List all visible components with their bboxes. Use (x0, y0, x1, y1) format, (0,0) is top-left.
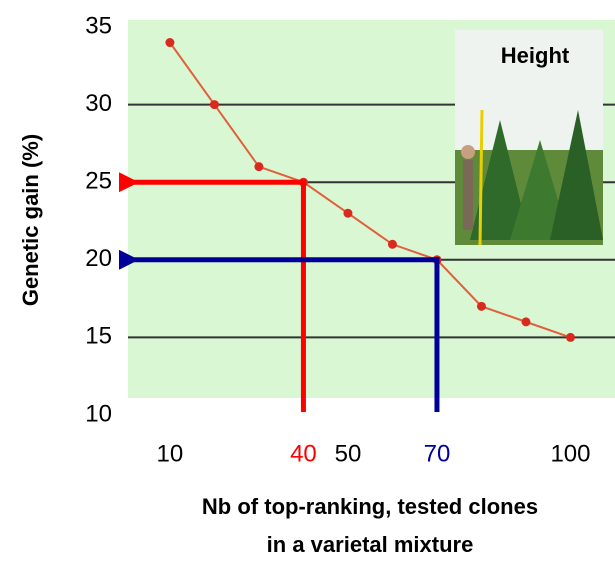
data-point (521, 317, 530, 326)
x-tick-label: 100 (550, 440, 590, 467)
y-tick-label: 35 (85, 12, 112, 39)
y-tick-label: 20 (85, 245, 112, 272)
data-point (566, 333, 575, 342)
y-tick-label: 30 (85, 90, 112, 117)
y-tick-label: 25 (85, 168, 112, 195)
inset-photo: Height (455, 30, 603, 245)
data-point (477, 302, 486, 311)
x-axis-title: Nb of top-ranking, tested clones (202, 494, 538, 519)
x-tick-label: 40 (290, 440, 317, 467)
x-tick-label: 70 (424, 440, 451, 467)
x-axis-title: in a varietal mixture (267, 532, 474, 557)
data-point (210, 100, 219, 109)
x-tick-label: 50 (335, 440, 362, 467)
y-tick-label: 15 (85, 323, 112, 350)
data-point (254, 162, 263, 171)
data-point (388, 240, 397, 249)
y-axis-title: Genetic gain (%) (18, 134, 43, 306)
data-point (343, 209, 352, 218)
x-tick-label: 10 (157, 440, 184, 467)
chart: Height Genetic gain (%) Nb of top-rankin… (0, 0, 615, 570)
y-tick-label: 10 (85, 400, 112, 427)
inset-label: Height (501, 43, 570, 68)
data-point (165, 38, 174, 47)
